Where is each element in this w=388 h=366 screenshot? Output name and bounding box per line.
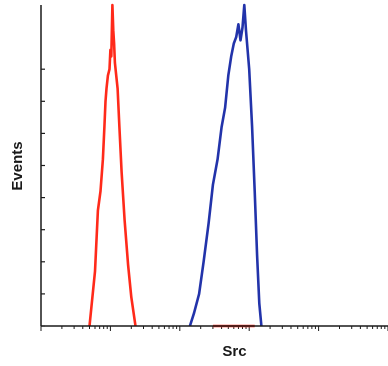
- series-line-1: [88, 3, 137, 327]
- y-axis-label: Events: [9, 141, 26, 190]
- x-axis-label: Src: [222, 343, 246, 360]
- series-layer: [88, 3, 263, 328]
- series-line-2: [188, 3, 263, 327]
